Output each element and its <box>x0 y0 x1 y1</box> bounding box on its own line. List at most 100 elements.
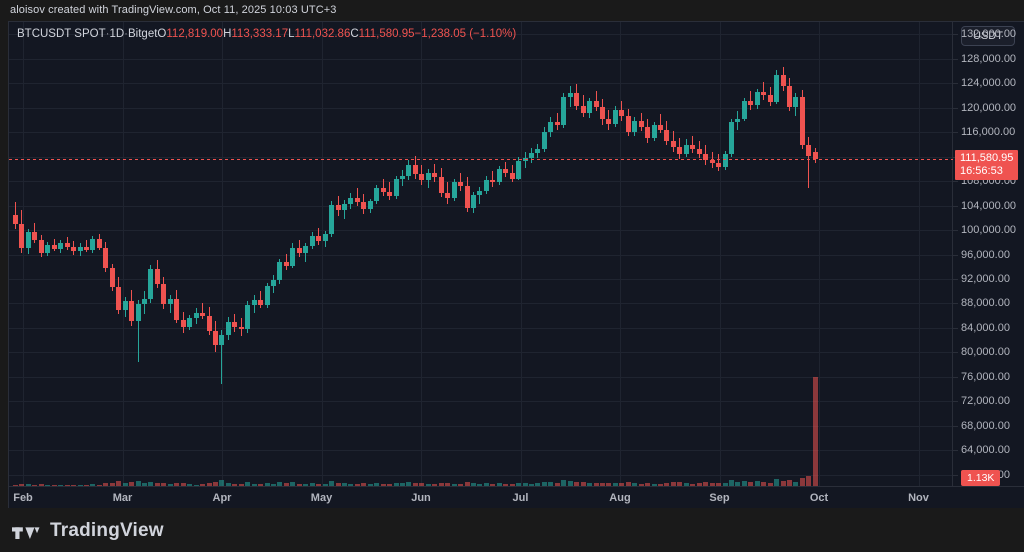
volume-bar <box>38 484 44 487</box>
volume-bar <box>58 484 64 487</box>
volume-bar <box>271 483 276 487</box>
plot-area[interactable] <box>9 22 953 487</box>
candle-body <box>71 246 77 252</box>
volume-bar <box>651 483 657 487</box>
candle-body <box>690 144 696 150</box>
time-tick-label: Feb <box>13 492 33 504</box>
brand-name: TradingView <box>50 520 164 541</box>
volume-bar <box>670 482 676 487</box>
candle-body <box>632 121 638 132</box>
price-axis-dash <box>953 474 958 476</box>
price-axis-dash <box>953 450 958 452</box>
candle-body <box>580 105 586 113</box>
candle-body <box>477 190 483 196</box>
candle-body <box>767 94 773 102</box>
price-tick-label: 104,000.00 <box>961 199 1017 212</box>
candle-body <box>554 122 560 126</box>
volume-bar <box>380 483 386 487</box>
price-tick-label: 124,000.00 <box>961 77 1017 90</box>
time-axis[interactable]: Feb Mar Apr May Jun Jul Aug Sep Oct Nov <box>9 486 1024 508</box>
candle-body <box>503 169 509 174</box>
volume-bar <box>277 481 283 487</box>
legend-exchange[interactable]: Bitget <box>128 28 158 40</box>
grid-line-horizontal <box>9 278 953 280</box>
volume-bar <box>567 481 573 487</box>
price-tick-label: 64,000.00 <box>961 444 1010 457</box>
candle-body <box>290 247 296 266</box>
volume-bar <box>154 482 160 487</box>
volume-bar <box>709 482 715 487</box>
candle-body <box>535 149 541 153</box>
price-axis[interactable]: USDT 132,000.00 128,000.00 124,000.00 120,0… <box>952 22 1024 487</box>
legend-interval[interactable]: 1D <box>109 28 125 40</box>
grid-line-vertical <box>122 22 124 487</box>
price-tick-label: 84,000.00 <box>961 321 1010 334</box>
legend-symbol[interactable]: BTCUSDT SPOT <box>17 28 106 40</box>
price-axis-dash <box>953 34 958 36</box>
grid-line-horizontal <box>9 132 953 134</box>
tradingview-logo: TradingView <box>12 520 164 542</box>
candle-body <box>303 245 309 253</box>
volume-bar <box>522 483 528 487</box>
volume-bar <box>245 482 251 487</box>
candle-body <box>406 165 412 176</box>
price-axis-dash <box>953 376 958 378</box>
candle-body <box>32 232 38 241</box>
grid-line-horizontal <box>9 425 953 427</box>
candle-body <box>599 107 605 120</box>
volume-bar <box>71 484 77 487</box>
candle-body <box>677 147 683 155</box>
volume-bar <box>509 483 515 487</box>
candle-body <box>393 179 399 196</box>
volume-bar <box>632 483 638 487</box>
candle-wick <box>660 114 661 134</box>
legend-open-key: O <box>157 28 167 40</box>
currency-badge[interactable]: USDT <box>961 26 1015 46</box>
candle-wick <box>763 81 765 100</box>
legend-close-key: C <box>350 28 359 40</box>
grid-line-horizontal <box>9 327 953 329</box>
price-tick-label: 92,000.00 <box>961 272 1010 285</box>
current-price-badge[interactable]: 111,580.95 16:56:53 <box>955 150 1019 181</box>
candle-body <box>19 223 25 248</box>
volume-bar <box>677 481 683 487</box>
time-tick-label: Jun <box>411 492 431 504</box>
grid-line-horizontal <box>9 58 953 60</box>
volume-bar <box>161 483 167 487</box>
candle-body <box>412 165 418 174</box>
volume-bar <box>716 482 722 487</box>
grid-line-horizontal <box>9 107 953 109</box>
volume-bar <box>599 482 605 487</box>
candle-body <box>509 173 515 179</box>
candle-body <box>664 129 670 141</box>
candle-body <box>200 312 206 316</box>
grid-line-vertical <box>918 22 920 487</box>
grid-line-horizontal <box>9 34 953 36</box>
grid-line-vertical <box>819 22 820 487</box>
price-tick-label: 68,000.00 <box>961 419 1010 432</box>
candle-body <box>696 149 702 154</box>
chart-pane[interactable]: BTCUSDT SPOT·1D·BitgetO112,819.00H113,33… <box>8 21 1024 508</box>
price-axis-dash <box>953 181 958 183</box>
price-axis-dash <box>953 107 958 109</box>
volume-bar <box>658 483 663 487</box>
grid-line-horizontal <box>9 230 953 232</box>
candle-body <box>638 121 644 127</box>
candle-body <box>193 312 199 319</box>
candle-body <box>722 154 728 167</box>
candle-wick <box>808 137 810 189</box>
candle-body <box>612 110 618 125</box>
volume-bar <box>587 482 593 487</box>
candle-body <box>206 315 212 331</box>
candle-body <box>354 198 360 203</box>
candle-body <box>774 74 780 102</box>
candle-body <box>161 283 167 305</box>
candle-body <box>341 203 347 211</box>
volume-bar <box>412 483 418 487</box>
time-tick-label: Sep <box>709 492 730 504</box>
grid-line-horizontal <box>9 474 953 476</box>
grid-line-horizontal <box>9 401 953 403</box>
candle-body <box>748 100 754 106</box>
price-tick-label: 88,000.00 <box>961 297 1010 310</box>
chart-legend[interactable]: BTCUSDT SPOT·1D·BitgetO112,819.00H113,33… <box>17 27 516 41</box>
